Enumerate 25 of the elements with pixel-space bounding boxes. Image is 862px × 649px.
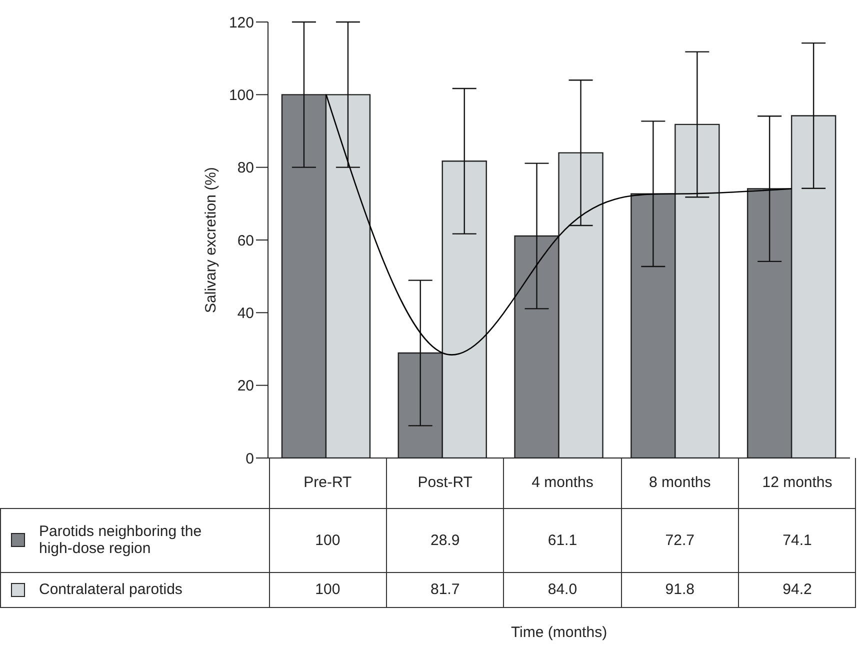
y-tick-label: 20 — [237, 378, 254, 395]
y-tick-label: 60 — [237, 232, 254, 250]
legend-label: Contralateral parotids — [39, 581, 184, 598]
data-label: 81.7 — [386, 572, 504, 607]
x-tick-label: Pre-RT — [269, 458, 386, 508]
data-label: 94.2 — [738, 572, 856, 607]
legend-label: Parotids neighboring the high-dose region — [39, 523, 203, 557]
x-tick-label: 4 months — [504, 458, 622, 508]
y-tick-label: 0 — [246, 450, 254, 468]
data-label: 28.9 — [386, 508, 504, 572]
y-tick-label: 80 — [237, 160, 254, 177]
data-label: 61.1 — [504, 508, 622, 572]
x-tick-label: Post-RT — [386, 458, 504, 508]
data-label: 100 — [269, 572, 386, 607]
data-label: 84.0 — [504, 572, 622, 607]
data-label: 91.8 — [621, 572, 739, 607]
y-tick-label: 100 — [228, 86, 254, 104]
x-tick-label: 12 months — [738, 458, 856, 508]
text: Time (months) — [510, 624, 608, 641]
data-label: 74.1 — [738, 508, 856, 572]
y-axis-title: Salivary excretion (%) — [202, 167, 220, 313]
y-tick-label: 40 — [237, 304, 254, 322]
x-tick-label: 8 months — [621, 458, 739, 508]
data-label: 72.7 — [621, 508, 739, 572]
y-tick-label: 120 — [228, 14, 254, 32]
